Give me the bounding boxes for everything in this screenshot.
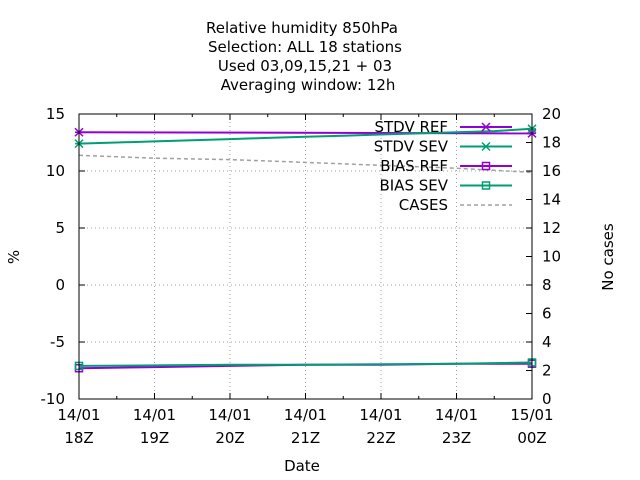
y2-tick-label: 12 [542, 219, 561, 237]
y2-tick-label: 6 [542, 305, 552, 323]
x-tick-label-hour: 22Z [366, 429, 395, 447]
y-tick-label: 0 [55, 276, 65, 294]
y2-tick-label: 0 [542, 390, 552, 408]
x-tick-label-date: 14/01 [133, 406, 176, 424]
title-line-4: Averaging window: 12h [221, 76, 396, 94]
x-tick-label-date: 14/01 [57, 406, 100, 424]
title-line-3: Used 03,09,15,21 + 03 [218, 57, 392, 75]
legend-label-2: BIAS REF [380, 157, 448, 175]
legend-marker-3 [481, 181, 491, 190]
chart-title: Relative humidity 850hPa Selection: ALL … [206, 19, 402, 94]
y-tick-label: -5 [50, 333, 65, 351]
x-axis-label: Date [284, 457, 320, 475]
y2-tick-label: 18 [542, 134, 561, 152]
y2-axis-label: No cases [599, 223, 617, 291]
x-tick-label-date: 14/01 [208, 406, 251, 424]
series-line-3 [78, 361, 533, 367]
y2-tick-label: 10 [542, 248, 561, 266]
legend-label-3: BIAS SEV [379, 177, 448, 195]
axis-layer: -10 -5 0 5 10 15 0 2 4 6 8 10 12 14 16 18 20 14/01 18Z 14/0… [41, 105, 562, 447]
y-tick-label: -10 [41, 390, 66, 408]
y2-tick-label: 8 [542, 276, 552, 294]
y2-tick-label: 4 [542, 333, 552, 351]
plot-frame [78, 113, 533, 400]
legend-marker-0 [481, 122, 491, 132]
legend-label-4: CASES [399, 196, 448, 214]
y-axis-label: % [5, 250, 23, 264]
x-tick-label-hour: 23Z [442, 429, 471, 447]
series-line-4 [78, 154, 533, 174]
y-tick-label: 5 [55, 219, 65, 237]
y-tick-label: 15 [46, 105, 65, 123]
legend-marker-2 [481, 161, 491, 171]
x-tick-label-hour: 21Z [291, 429, 320, 447]
grid-layer [79, 114, 532, 399]
x-tick-label-hour: 18Z [64, 429, 93, 447]
series-line-1 [78, 127, 533, 145]
x-tick-label-date: 14/01 [359, 406, 402, 424]
title-line-2: Selection: ALL 18 stations [208, 38, 402, 56]
x-tick-label-hour: 20Z [215, 429, 244, 447]
y-tick-label: 10 [46, 162, 65, 180]
legend-label-1: STDV SEV [374, 138, 449, 156]
y2-tick-label: 14 [542, 191, 561, 209]
legend-label-0: STDV REF [374, 118, 448, 136]
y2-tick-label: 2 [542, 362, 552, 380]
x-tick-label-date: 15/01 [510, 406, 553, 424]
x-tick-label-date: 14/01 [435, 406, 478, 424]
y2-tick-label: 16 [542, 162, 561, 180]
x-tick-label-date: 14/01 [284, 406, 327, 424]
x-tick-label-hour: 19Z [140, 429, 169, 447]
legend-marker-1 [481, 141, 491, 152]
y2-tick-label: 20 [542, 105, 561, 123]
x-tick-label-hour: 00Z [517, 429, 546, 447]
title-line-1: Relative humidity 850hPa [206, 19, 398, 37]
